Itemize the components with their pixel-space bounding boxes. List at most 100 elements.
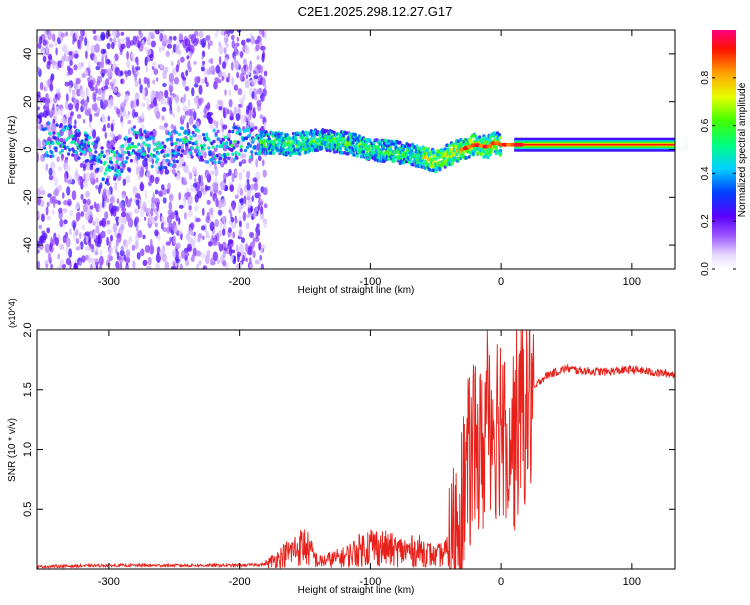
ridge-speck <box>253 144 257 149</box>
noise-speck <box>263 121 267 130</box>
noise-speck <box>237 88 243 96</box>
noise-speck <box>132 260 136 269</box>
noise-speck <box>119 249 125 257</box>
ridge-speck <box>194 140 198 144</box>
noise-speck <box>75 102 79 112</box>
ridge-speck <box>464 156 468 160</box>
noise-speck <box>208 66 212 76</box>
noise-speck <box>84 231 91 236</box>
snr-multiplier-label: (x10^4) <box>7 298 17 328</box>
ridge-speck <box>100 150 104 154</box>
noise-speck <box>67 179 72 185</box>
ridge-speck <box>181 149 185 153</box>
ridge-speck <box>95 156 99 160</box>
noise-speck <box>258 155 262 161</box>
noise-speck <box>78 260 83 267</box>
ridge-speck <box>494 145 498 150</box>
noise-speck <box>80 211 85 217</box>
spectrogram-x-tick-label: 0 <box>498 276 504 288</box>
noise-speck <box>172 168 176 175</box>
noise-speck <box>89 205 94 210</box>
noise-speck <box>141 102 146 108</box>
noise-speck <box>75 169 78 177</box>
noise-speck <box>253 95 258 101</box>
ridge-speck <box>52 131 56 135</box>
noise-speck <box>37 260 41 269</box>
noise-speck <box>85 87 89 97</box>
noise-speck <box>47 60 51 66</box>
ridge-speck <box>166 153 170 157</box>
noise-speck <box>207 241 213 247</box>
ridge-speck <box>142 141 146 145</box>
noise-speck <box>111 84 114 90</box>
noise-speck <box>249 231 254 239</box>
spectrogram-x-tick-label: -100 <box>359 276 381 288</box>
noise-speck <box>94 112 100 117</box>
noise-speck <box>120 121 124 128</box>
noise-speck <box>90 44 96 54</box>
noise-speck <box>43 259 49 265</box>
noise-speck <box>254 259 260 265</box>
ridge-speck <box>234 125 238 130</box>
spectrogram-y-tick-label: 40 <box>22 48 34 60</box>
noise-speck <box>238 171 243 181</box>
ridge-speck <box>67 136 71 140</box>
noise-speck <box>241 153 247 158</box>
spectrogram-y-tick-label: -20 <box>22 189 34 205</box>
noise-speck <box>124 113 130 120</box>
noise-speck <box>151 158 155 165</box>
noise-speck <box>166 44 173 49</box>
noise-speck <box>215 197 219 208</box>
noise-speck <box>42 232 48 240</box>
noise-speck <box>52 97 58 104</box>
noise-speck <box>89 166 94 171</box>
noise-speck <box>147 181 152 187</box>
noise-speck <box>201 38 207 48</box>
noise-speck <box>58 264 62 269</box>
ridge-speck <box>136 130 140 135</box>
noise-speck <box>197 237 201 243</box>
noise-speck <box>170 94 174 102</box>
noise-speck <box>175 242 181 250</box>
noise-speck <box>73 262 79 269</box>
noise-speck <box>137 204 140 210</box>
ridge-speck <box>227 156 231 161</box>
noise-speck <box>230 34 235 41</box>
noise-speck <box>146 97 150 106</box>
ridge-speck <box>483 135 487 139</box>
noise-speck <box>135 199 140 206</box>
noise-speck <box>155 77 159 82</box>
ridge-speck <box>188 151 192 155</box>
ridge-speck <box>129 151 133 156</box>
noise-speck <box>157 93 161 102</box>
noise-speck <box>236 36 240 42</box>
noise-speck <box>95 84 98 92</box>
noise-speck <box>57 166 62 172</box>
noise-speck <box>63 219 68 225</box>
noise-speck <box>180 56 185 63</box>
noise-speck <box>96 80 101 86</box>
chart-title: C2E1.2025.298.12.27.G17 <box>298 4 453 19</box>
ridge-speck <box>102 154 106 158</box>
ridge-speck <box>125 156 129 160</box>
noise-speck <box>50 263 53 269</box>
noise-speck <box>108 84 111 92</box>
noise-speck <box>242 58 247 66</box>
snr-plot-area <box>37 330 675 569</box>
noise-speck <box>92 91 97 102</box>
noise-speck <box>147 215 153 225</box>
noise-speck <box>78 244 82 249</box>
noise-speck <box>263 203 268 209</box>
ridge-speck <box>450 161 455 165</box>
noise-speck <box>113 57 116 67</box>
noise-speck <box>83 203 88 213</box>
noise-speck <box>140 208 145 218</box>
noise-speck <box>68 228 73 236</box>
noise-speck <box>183 198 186 208</box>
ridge-speck <box>203 143 207 148</box>
ridge-speck <box>488 153 492 157</box>
noise-speck <box>69 209 74 217</box>
ridge-speck <box>383 138 388 142</box>
noise-speck <box>84 254 89 261</box>
noise-speck <box>196 250 201 257</box>
